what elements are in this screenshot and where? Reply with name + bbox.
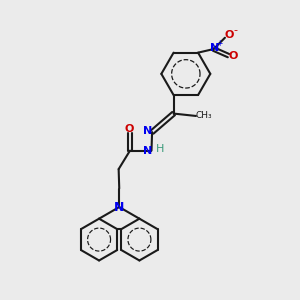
Text: O: O bbox=[125, 124, 134, 134]
Text: O: O bbox=[229, 51, 238, 61]
Text: N: N bbox=[210, 44, 219, 53]
Text: O: O bbox=[225, 30, 234, 40]
Text: N: N bbox=[143, 126, 152, 136]
Text: +: + bbox=[216, 39, 223, 48]
Text: N: N bbox=[114, 200, 124, 214]
Text: H: H bbox=[156, 144, 164, 154]
Text: -: - bbox=[233, 25, 237, 35]
Text: CH₃: CH₃ bbox=[195, 112, 212, 121]
Text: N: N bbox=[143, 146, 152, 156]
